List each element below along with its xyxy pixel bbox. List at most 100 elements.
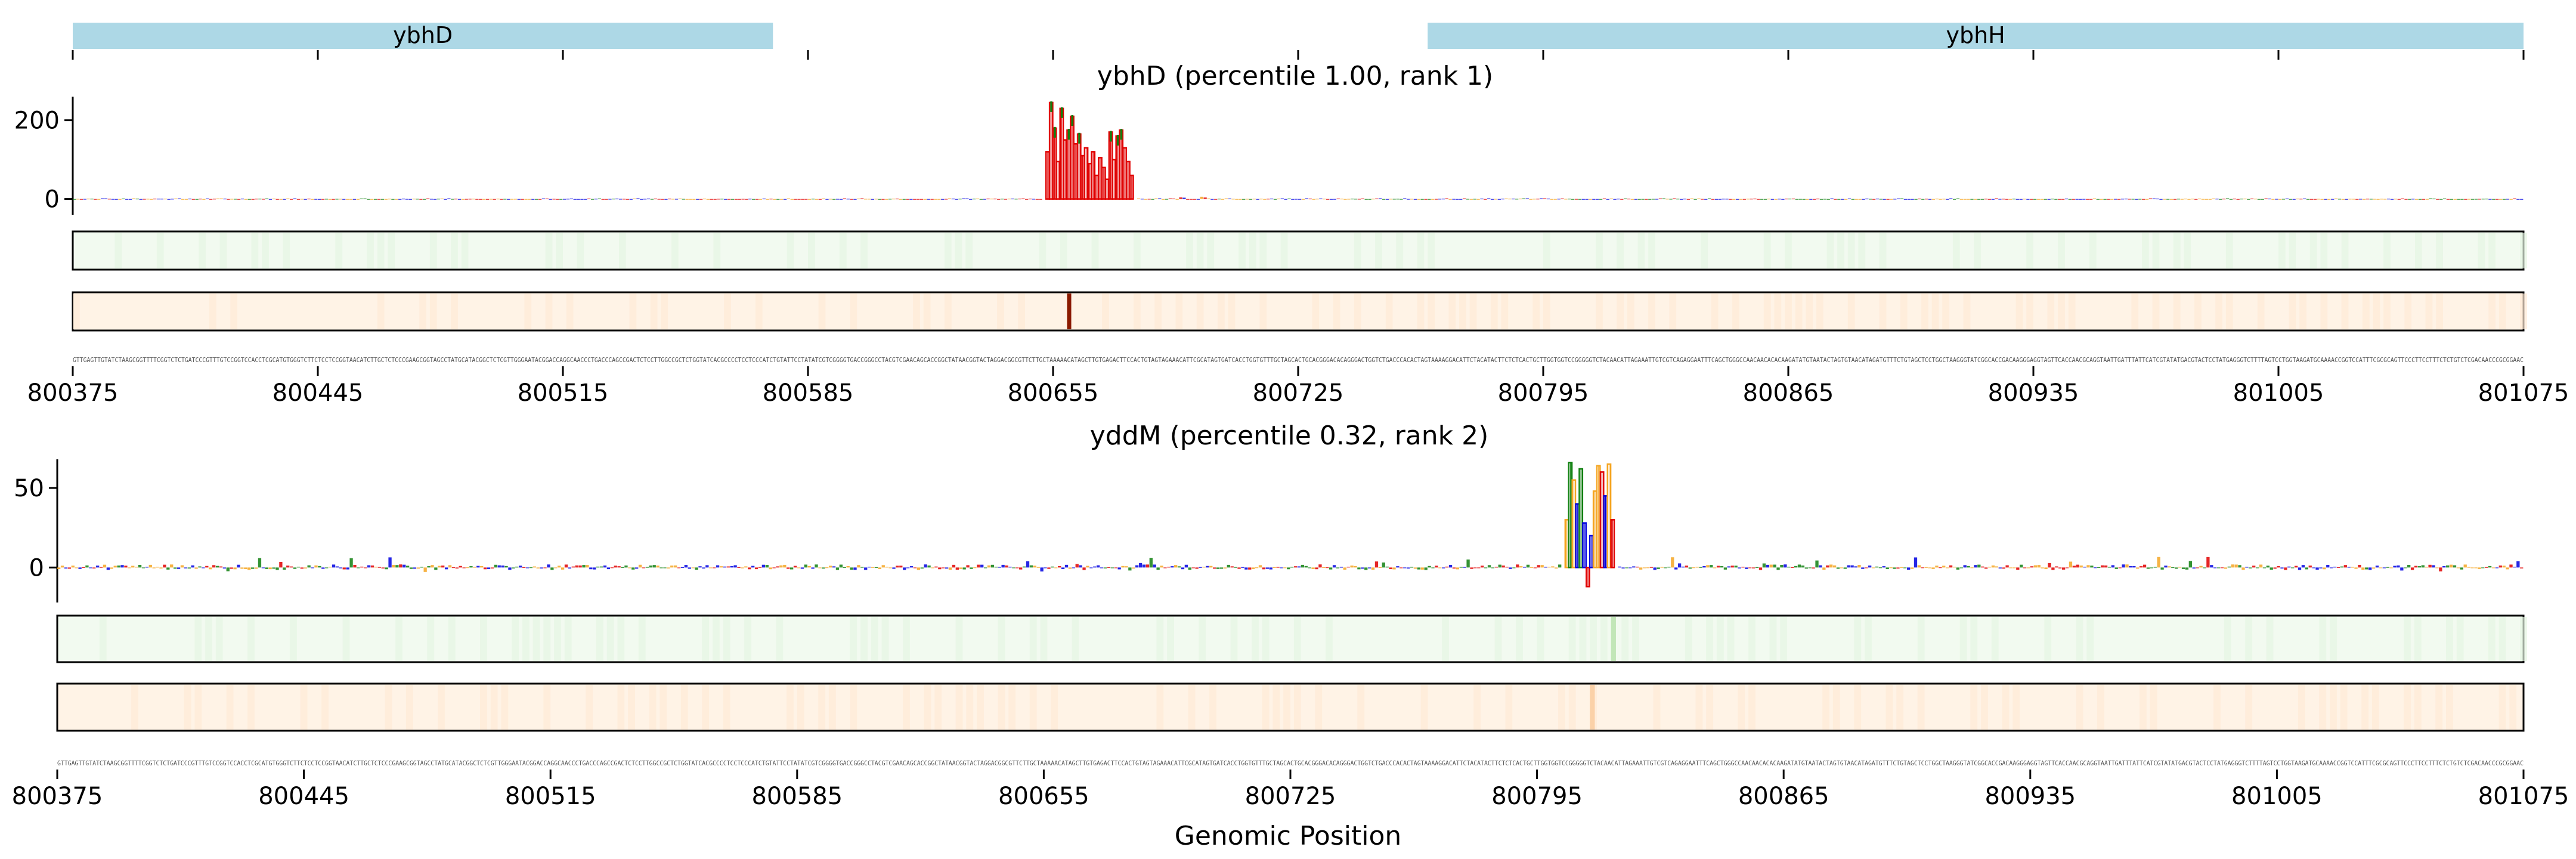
logo-noise-mark (381, 567, 385, 568)
heatmap-orange-cell (321, 685, 329, 730)
logo-noise-mark (237, 564, 240, 568)
logo-noise-mark (1773, 564, 1776, 568)
logo-noise-mark (106, 567, 110, 570)
logo-noise-mark (1763, 199, 1767, 200)
logo-noise-mark (2175, 567, 2178, 569)
logo-noise-mark (779, 565, 783, 568)
logo-noise-mark (321, 199, 325, 200)
logo-noise-mark (391, 199, 395, 200)
logo-noise-mark (170, 564, 174, 568)
logo-noise-mark (1861, 567, 1865, 569)
logo-noise-mark (2008, 199, 2012, 200)
logo-noise-mark (1606, 199, 1609, 200)
logo-peak-stem (1061, 108, 1062, 199)
logo-noise-mark (508, 567, 512, 570)
heatmap-orange-cell (1847, 293, 1855, 329)
heatmap-green-cell (1252, 617, 1259, 661)
logo-noise-mark (1214, 199, 1218, 200)
logo-noise-mark (941, 199, 945, 200)
heatmap-orange-cell (377, 293, 385, 329)
heatmap-orange-cell (1648, 293, 1655, 329)
heatmap-green-cell (1040, 617, 1048, 661)
heatmap-orange-cell (73, 293, 80, 329)
logo-noise-mark (272, 567, 275, 569)
heatmap-orange-cell (1711, 293, 1719, 329)
logo-noise-mark (1578, 199, 1581, 200)
heatmap-green-cell (1134, 233, 1141, 268)
heatmap-green-cell (1648, 233, 1655, 268)
logo-noise-mark (1132, 567, 1135, 569)
logo-noise-mark (1555, 567, 1558, 569)
logo-noise-mark (1329, 199, 1333, 200)
heatmap-orange-cell (628, 685, 636, 730)
logo-noise-mark (1921, 199, 1925, 200)
heatmap-orange-highlight (1590, 685, 1595, 730)
logo-noise-mark (1802, 199, 1806, 200)
logo-noise-mark (727, 199, 731, 200)
logo-noise-mark (1497, 199, 1501, 200)
logo-noise-mark (899, 199, 902, 200)
logo-noise-mark (1382, 562, 1385, 568)
logo-noise-mark (1145, 564, 1150, 568)
logo-noise-mark (797, 567, 801, 568)
heatmap-green-cell (2488, 617, 2496, 661)
logo-noise-mark (177, 567, 181, 569)
x-tick-label: 800655 (998, 783, 1089, 810)
logo-noise-mark (184, 199, 188, 200)
logo-noise-mark (528, 199, 531, 200)
logo-noise-mark (1248, 567, 1252, 570)
logo-noise-mark (1836, 567, 1840, 569)
logo-noise-mark (2051, 567, 2055, 570)
logo-noise-mark (1093, 566, 1097, 568)
heatmap-orange-cell (1806, 293, 1813, 329)
logo-peak-stem (1110, 132, 1111, 199)
logo-noise-mark (892, 567, 896, 569)
heatmap-orange-cell (1051, 685, 1058, 730)
logo-noise-mark (2026, 199, 2030, 200)
logo-noise-mark (547, 564, 550, 568)
logo-noise-mark (2227, 566, 2231, 568)
logo-noise-mark (1117, 567, 1121, 570)
logo-noise-mark (590, 199, 595, 200)
logo-noise-mark (1706, 565, 1710, 568)
logo-noise-mark (2104, 565, 2108, 568)
heatmap-green-cell (2173, 233, 2181, 268)
logo-noise-mark (128, 199, 132, 200)
heatmap-orange-cell (2257, 293, 2265, 329)
logo-noise-mark (564, 564, 568, 568)
logo-noise-mark (1064, 564, 1069, 568)
logo-noise-mark (1967, 199, 1970, 200)
logo-noise-mark (1287, 567, 1290, 570)
gene-bar-ybhH (1428, 23, 2524, 49)
logo-noise-mark (1184, 564, 1188, 568)
logo-noise-mark (1808, 567, 1812, 568)
logo-noise-mark (2094, 567, 2097, 568)
logo-noise-mark (194, 567, 198, 569)
logo-noise-mark (212, 565, 216, 568)
logo-noise-mark (159, 567, 163, 569)
logo-noise-mark (1476, 199, 1480, 200)
logo-noise-mark (2194, 199, 2198, 200)
heatmap-green-cell (2278, 233, 2286, 268)
logo-noise-mark (352, 199, 356, 200)
logo-noise-mark (1100, 567, 1104, 568)
heatmap-orange-cell (2404, 685, 2411, 730)
logo-noise-mark (419, 199, 423, 200)
logo-noise-mark (1529, 199, 1532, 200)
heatmap-green-cell (2044, 617, 2052, 661)
logo-noise-mark (1702, 566, 1706, 568)
logo-noise-mark (874, 567, 878, 568)
logo-noise-mark (1151, 199, 1154, 200)
logo-noise-mark (878, 567, 882, 570)
logo-noise-mark (163, 564, 166, 568)
logo-noise-mark (2036, 199, 2041, 200)
logo-noise-mark (2456, 567, 2460, 568)
logo-noise-mark (2365, 567, 2368, 570)
logo-noise-mark (1086, 566, 1089, 568)
logo-noise-mark (543, 567, 547, 568)
logo-noise-mark (617, 566, 621, 568)
logo-noise-mark (1280, 567, 1283, 568)
logo-noise-mark (2061, 567, 2066, 570)
logo-noise-mark (2509, 199, 2513, 200)
logo-noise-mark (2271, 199, 2275, 200)
